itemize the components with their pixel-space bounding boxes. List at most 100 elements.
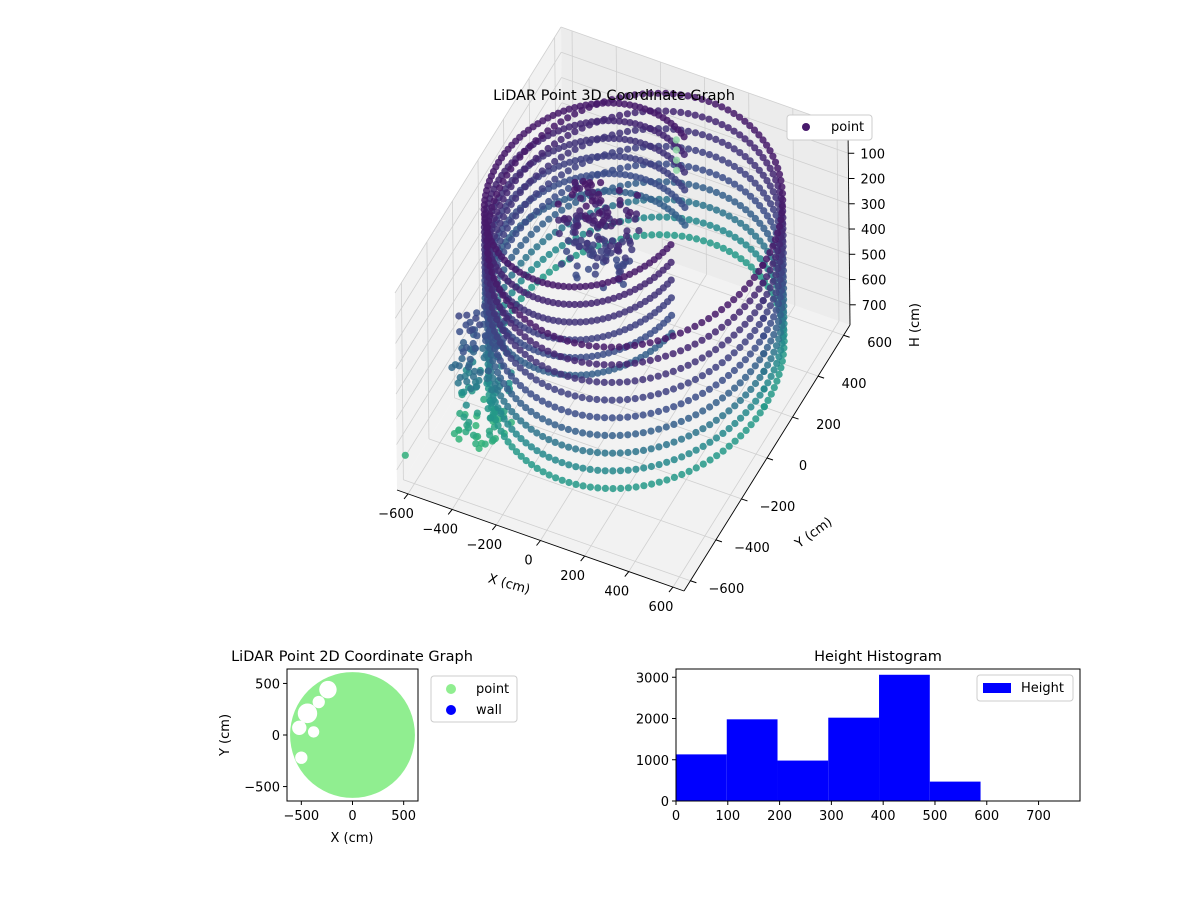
- 3d-x-tick: [447, 509, 453, 515]
- 3d-point: [593, 334, 602, 342]
- 3d-point: [604, 296, 612, 304]
- 3d-point: [746, 332, 754, 340]
- 3d-point: [691, 375, 700, 384]
- 3d-point: [777, 176, 785, 185]
- 3d-point: [692, 411, 700, 419]
- 3d-point: [508, 289, 516, 297]
- 3d-point: [684, 110, 692, 118]
- 3d-point: [572, 463, 580, 471]
- 3d-point: [730, 331, 738, 339]
- 3d-point: [512, 212, 520, 220]
- 3d-point: [593, 171, 601, 179]
- 3d-point: [471, 344, 479, 352]
- 3d-point: [571, 374, 579, 382]
- 3d-y-tick-label: 400: [842, 377, 867, 392]
- 3d-point: [711, 328, 720, 336]
- 3d-point: [496, 356, 504, 365]
- 3d-point: [578, 411, 587, 419]
- 3d-point: [512, 448, 521, 456]
- 3d-point: [601, 449, 609, 457]
- 3d-point: [616, 164, 624, 172]
- 3d-point: [623, 110, 632, 118]
- 3d-point: [599, 333, 607, 341]
- histogram-y-tick-label: 1000: [636, 754, 669, 769]
- 3d-point: [593, 281, 601, 289]
- 3d-point: [499, 291, 507, 299]
- 3d-point: [574, 214, 582, 222]
- 3d-point: [741, 285, 749, 293]
- 3d-point: [577, 194, 585, 202]
- 3d-point: [538, 397, 546, 405]
- 3d-z-tick-label: 500: [861, 248, 886, 263]
- 3d-point: [684, 145, 693, 153]
- 3d-point: [756, 255, 764, 263]
- 3d-point: [497, 409, 505, 418]
- histogram-title: Height Histogram: [814, 649, 942, 665]
- 3d-point: [759, 154, 767, 162]
- 3d-y-tick: [792, 416, 799, 420]
- 3d-point: [742, 241, 750, 249]
- 3d-point: [565, 283, 573, 291]
- 3d-point: [500, 397, 508, 405]
- 3d-point: [599, 297, 607, 305]
- 3d-point: [677, 435, 686, 443]
- 3d-point: [631, 341, 639, 350]
- 3d-point: [516, 171, 524, 179]
- 3d-point: [615, 94, 624, 102]
- 3d-point: [669, 385, 678, 393]
- 3d-point: [746, 192, 755, 200]
- 3d-point: [521, 183, 529, 191]
- 3d-point: [538, 167, 546, 175]
- 3d-point: [552, 474, 560, 482]
- 3d-point: [631, 412, 640, 420]
- 3d-point: [621, 188, 630, 197]
- 2d-x-axis-label: X (cm): [331, 831, 374, 846]
- 3d-point: [552, 246, 560, 254]
- 2d-gap: [292, 720, 307, 735]
- 3d-point: [755, 267, 763, 275]
- 3d-point: [769, 242, 777, 250]
- 3d-x-tick-label: 600: [649, 600, 674, 615]
- 3d-point: [565, 123, 573, 131]
- height-histogram: 0 100 200 300 400 500 600 700 0 1000 2000 3000 Heig…: [636, 649, 1081, 824]
- 3d-point: [488, 304, 496, 312]
- 3d-point: [609, 467, 617, 475]
- 3d-point: [516, 382, 525, 390]
- 3d-point: [742, 206, 750, 214]
- 3d-point: [558, 459, 566, 467]
- 3d-point: [521, 350, 529, 359]
- 3d-point: [699, 442, 707, 450]
- 3d-point: [699, 184, 707, 192]
- 3d-y-tick-label: 600: [867, 336, 892, 351]
- 3d-point: [764, 379, 772, 387]
- 3d-point: [593, 298, 601, 307]
- 3d-point: [646, 356, 654, 364]
- 3d-point: [458, 355, 466, 363]
- 3d-point: [712, 434, 721, 442]
- 3d-point: [639, 376, 647, 384]
- 3d-point: [685, 198, 693, 206]
- 3d-point: [767, 337, 775, 345]
- 3d-point: [533, 243, 541, 251]
- 3d-point: [564, 390, 572, 398]
- 3d-point: [677, 91, 685, 99]
- 3d-point: [587, 299, 596, 307]
- 3d-point: [516, 328, 524, 337]
- 3d-point: [608, 396, 616, 404]
- 3d-gridline: [562, 178, 850, 280]
- 3d-point: [491, 363, 499, 371]
- 3d-point: [522, 439, 530, 447]
- 3d-point: [654, 407, 663, 416]
- 3d-point: [483, 375, 491, 383]
- 3d-point: [610, 134, 618, 143]
- 3d-point: [677, 347, 685, 355]
- 2d-legend-label-wall: wall: [476, 703, 502, 718]
- 3d-point: [558, 423, 566, 431]
- 3d-point: [532, 394, 541, 402]
- 3d-point: [527, 230, 535, 238]
- 3d-point: [538, 185, 546, 193]
- 3d-point: [712, 153, 720, 161]
- 3d-point: [557, 171, 566, 179]
- 3d-point: [533, 207, 541, 215]
- 3d-point: [503, 296, 511, 305]
